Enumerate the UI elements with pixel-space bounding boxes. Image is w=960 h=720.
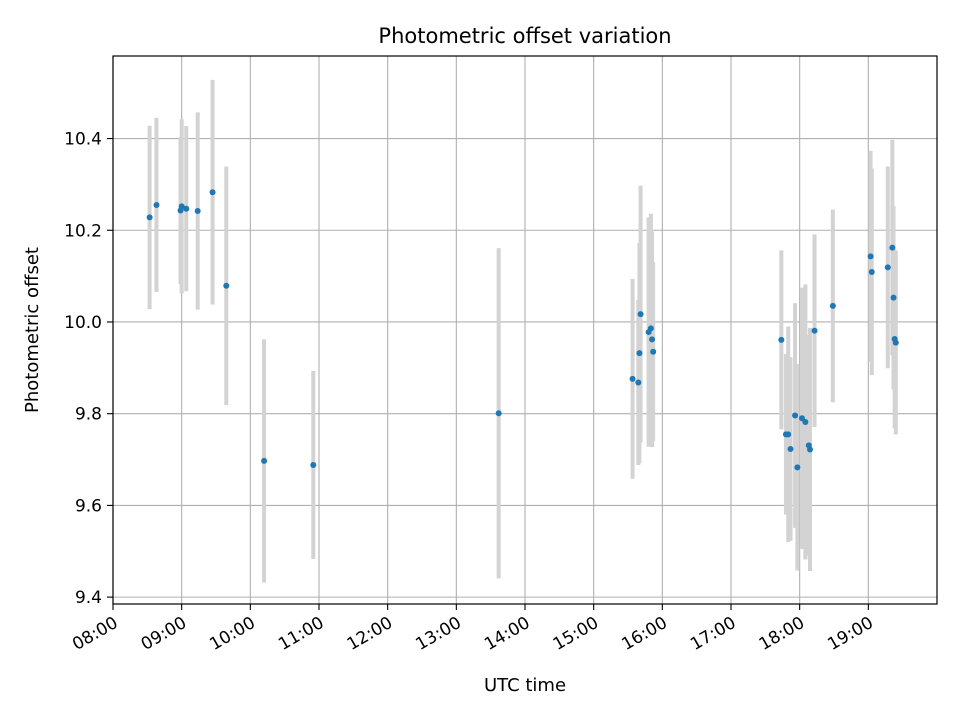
y-axis-ticks: 9.4 9.6 9.8 10.0 10.2 10.4 (64, 130, 113, 608)
data-point (867, 253, 874, 260)
y-tick-label: 10.4 (64, 130, 102, 150)
y-tick-label: 9.6 (75, 496, 102, 516)
data-point (889, 244, 896, 251)
x-tick-label: 12:00 (344, 613, 396, 655)
data-point (637, 311, 644, 318)
y-tick-label: 10.0 (64, 313, 102, 333)
data-point (223, 282, 230, 289)
data-point (802, 418, 809, 425)
data-point (178, 203, 185, 210)
x-tick-label: 18:00 (756, 613, 808, 655)
x-axis-ticks: 08:00 09:00 10:00 11:00 12:00 13:00 14:00 15:00… (69, 604, 877, 655)
data-point (629, 375, 636, 382)
x-tick-label: 15:00 (550, 613, 602, 655)
data-point (778, 336, 785, 343)
x-tick-label: 14:00 (481, 613, 533, 655)
x-tick-label: 17:00 (687, 613, 739, 655)
data-point (310, 462, 317, 469)
data-point (794, 464, 801, 471)
data-point (892, 339, 899, 346)
data-point (183, 205, 190, 212)
data-point (787, 446, 794, 453)
y-tick-label: 9.8 (75, 405, 102, 425)
data-point (868, 268, 875, 275)
y-tick-label: 9.4 (75, 588, 102, 608)
data-point (153, 202, 160, 209)
x-tick-label: 09:00 (138, 613, 190, 655)
x-axis-title: UTC time (484, 675, 566, 696)
y-axis-title: Photometric offset (22, 247, 43, 413)
data-point (829, 302, 836, 309)
y-tick-label: 10.2 (64, 221, 102, 241)
data-point (884, 264, 891, 271)
data-point (890, 294, 897, 301)
data-point (495, 410, 502, 417)
x-tick-label: 10:00 (206, 613, 258, 655)
grid-layer (112, 56, 937, 604)
x-tick-label: 11:00 (275, 613, 327, 655)
data-point (194, 207, 201, 214)
point-layer (146, 189, 899, 471)
data-point (792, 412, 799, 419)
data-point (649, 336, 656, 343)
x-tick-label: 19:00 (824, 613, 876, 655)
data-point (785, 431, 792, 438)
x-tick-label: 08:00 (69, 613, 121, 655)
data-point (811, 327, 818, 334)
data-point (806, 446, 813, 453)
data-point (146, 214, 153, 221)
x-tick-label: 13:00 (412, 613, 464, 655)
data-point (261, 457, 268, 464)
data-point (650, 348, 657, 355)
data-point (635, 379, 642, 386)
data-point (636, 350, 643, 357)
x-tick-label: 16:00 (618, 613, 670, 655)
data-point (209, 189, 216, 196)
errorbar-layer (147, 79, 898, 583)
data-point (647, 325, 654, 332)
chart-title: Photometric offset variation (378, 24, 671, 48)
